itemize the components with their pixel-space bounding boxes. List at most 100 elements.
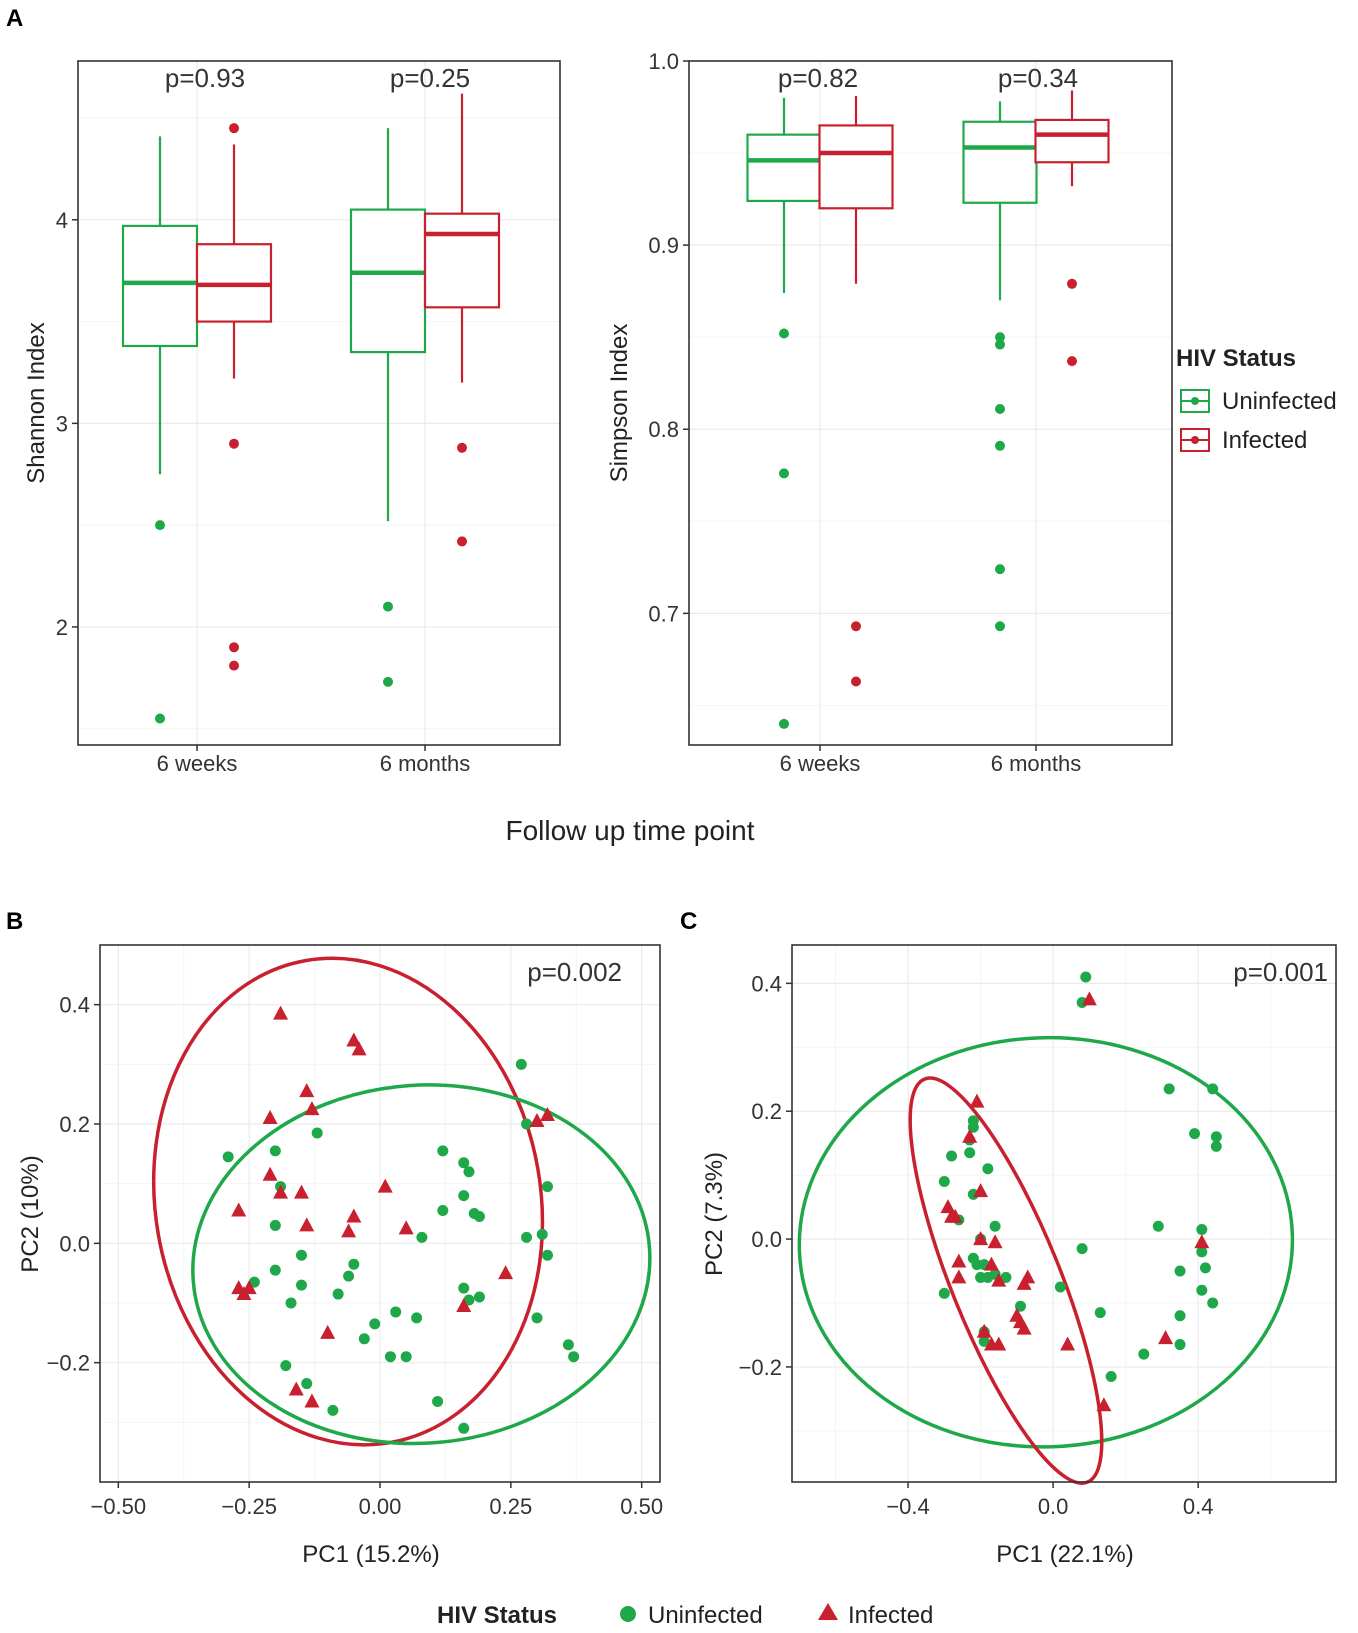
- pcab-point-uninfected: [348, 1258, 360, 1270]
- simpson-box-infected: [1034, 118, 1110, 164]
- pcab-point-uninfected: [515, 1058, 527, 1070]
- pcac-point-uninfected: [946, 1150, 958, 1162]
- pcab-ytick-label: −0.2: [47, 1351, 90, 1376]
- pcac-point-uninfected: [1210, 1131, 1222, 1143]
- legend-bottom-key-uninfected: [620, 1606, 636, 1622]
- pcab-point-infected: [398, 1220, 414, 1235]
- simpson-outlier-uninfected: [779, 468, 789, 479]
- pcab-point-infected: [346, 1032, 362, 1047]
- pcac-point-uninfected: [982, 1271, 994, 1283]
- pcac-point-uninfected: [1105, 1371, 1117, 1383]
- pca-b-ylabel: PC2 (10%): [17, 1155, 44, 1272]
- pcac-point-uninfected: [967, 1121, 979, 1133]
- pcab-point-uninfected: [285, 1297, 297, 1309]
- shannon-outlier-uninfected: [155, 520, 165, 531]
- shannon-xtick-6months: 6 months: [380, 751, 471, 776]
- simpson-boxes: [746, 90, 1110, 729]
- pca-c-marks: [797, 971, 1295, 1485]
- pcac-ytick-label: −0.2: [739, 1355, 782, 1380]
- pcab-point-infected: [304, 1393, 320, 1408]
- simpson-outlier-uninfected: [995, 332, 1005, 343]
- pcac-point-infected: [973, 1231, 989, 1246]
- pcab-point-uninfected: [458, 1157, 470, 1169]
- pcab-point-uninfected: [531, 1312, 543, 1324]
- legend-right-key-uninfected: [1180, 389, 1210, 413]
- simpson-outlier-uninfected: [779, 328, 789, 339]
- shannon-gridlines: [78, 61, 560, 745]
- pca-b-xlabel: PC1 (15.2%): [302, 1541, 439, 1568]
- pcab-point-infected: [273, 1005, 289, 1020]
- simpson-pvalue-6months: p=0.34: [998, 63, 1078, 93]
- pcac-xtick-label: 0.0: [1038, 1494, 1069, 1519]
- pcac-point-infected: [944, 1208, 960, 1223]
- pcab-point-uninfected: [473, 1210, 485, 1222]
- pcab-xtick-label: 0.00: [359, 1494, 402, 1519]
- pcac-point-uninfected: [1000, 1271, 1012, 1283]
- simpson-ylabel: Simpson Index: [606, 324, 633, 483]
- simpson-outlier-infected: [851, 676, 861, 687]
- pcab-point-infected: [529, 1113, 545, 1128]
- pcab-point-uninfected: [541, 1181, 553, 1193]
- pcab-point-uninfected: [295, 1249, 307, 1261]
- pcab-point-uninfected: [437, 1145, 449, 1157]
- pcac-point-uninfected: [1174, 1310, 1186, 1322]
- shannon-outlier-uninfected: [155, 713, 165, 724]
- pcab-xtick-label: −0.50: [90, 1494, 146, 1519]
- shannon-ytick-label: 2: [56, 615, 68, 640]
- pca-b-pvalue: p=0.002: [527, 957, 622, 987]
- pcab-point-infected: [304, 1101, 320, 1116]
- pcab-point-uninfected: [437, 1205, 449, 1217]
- pca-b-gridlines: [100, 944, 660, 1482]
- simpson-box-uninfected: [746, 133, 822, 203]
- legend-right: HIV Status Uninfected Infected: [1176, 345, 1337, 454]
- pcab-point-uninfected: [327, 1404, 339, 1416]
- shannon-outlier-infected: [229, 642, 239, 653]
- pcac-point-infected: [940, 1199, 956, 1214]
- legend-right-label-infected: Infected: [1222, 427, 1307, 454]
- pcab-point-uninfected: [222, 1151, 234, 1163]
- pcab-point-uninfected: [269, 1145, 281, 1157]
- pcab-xtick-label: 0.50: [620, 1494, 663, 1519]
- pcac-xtick-label: 0.4: [1183, 1494, 1214, 1519]
- panel-a-label: A: [6, 5, 23, 32]
- pcab-point-uninfected: [411, 1312, 423, 1324]
- pcac-point-uninfected: [964, 1147, 976, 1159]
- simpson-outlier-infected: [1067, 356, 1077, 367]
- pcac-point-uninfected: [1196, 1284, 1208, 1296]
- pcab-point-uninfected: [458, 1422, 470, 1434]
- pcab-xtick-label: −0.25: [221, 1494, 277, 1519]
- pca-c-pvalue: p=0.001: [1233, 957, 1328, 987]
- pcac-point-infected: [1194, 1234, 1210, 1249]
- pcab-point-infected: [262, 1110, 278, 1125]
- simpson-outlier-uninfected: [995, 440, 1005, 451]
- pcac-point-uninfected: [1210, 1140, 1222, 1152]
- pcac-point-uninfected: [1080, 971, 1092, 983]
- simpson-outlier-infected: [1067, 278, 1077, 289]
- simpson-panel-border: [688, 60, 1173, 746]
- pcab-point-infected: [273, 1184, 289, 1199]
- legend-bottom-label-infected: Infected: [848, 1602, 933, 1629]
- pcac-point-uninfected: [1174, 1339, 1186, 1351]
- pcac-point-uninfected: [1054, 1281, 1066, 1293]
- pcab-point-uninfected: [269, 1219, 281, 1231]
- pcac-point-uninfected: [1076, 1243, 1088, 1255]
- pcab-point-uninfected: [562, 1339, 574, 1351]
- pcac-point-uninfected: [989, 1220, 1001, 1232]
- panel-b-label: B: [6, 908, 23, 935]
- pcac-point-infected: [976, 1323, 992, 1338]
- shannon-outlier-infected: [229, 438, 239, 449]
- pcac-point-uninfected: [1094, 1307, 1106, 1319]
- pcac-ytick-label: 0.0: [751, 1227, 782, 1252]
- simpson-plot: 0.7 0.8 0.9 1.0 p=0.82 p=0.34 6 weeks 6 mon…: [606, 49, 1173, 776]
- simpson-axis-ticks: 0.7 0.8 0.9 1.0: [648, 49, 1037, 751]
- pcac-point-uninfected: [982, 1163, 994, 1175]
- pcab-point-infected: [231, 1202, 247, 1217]
- pcac-point-uninfected: [1138, 1348, 1150, 1360]
- pcac-point-infected: [991, 1336, 1007, 1351]
- pcab-point-uninfected: [541, 1249, 553, 1261]
- pcab-point-uninfected: [301, 1378, 313, 1390]
- simpson-box-uninfected: [962, 120, 1038, 204]
- pcac-ellipse-uninfected: [797, 1035, 1295, 1449]
- pcab-point-uninfected: [536, 1228, 548, 1240]
- pcab-point-uninfected: [343, 1270, 355, 1282]
